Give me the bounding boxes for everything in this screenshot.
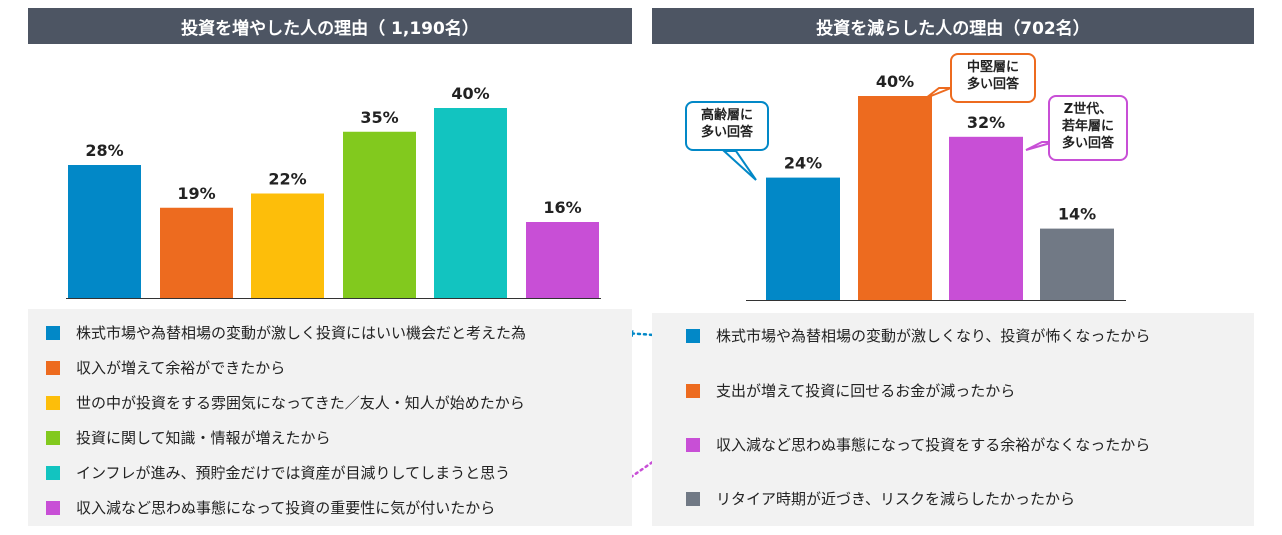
- legend-item: 収入が増えて余裕ができたから: [46, 357, 285, 378]
- callout-text-line: Z世代、: [1063, 102, 1113, 117]
- bar-left-2: [251, 193, 324, 298]
- legend-label: 投資に関して知識・情報が増えたから: [76, 429, 331, 447]
- callout-text-line: 多い回答: [700, 125, 753, 140]
- left-chart-title: 投資を増やした人の理由（ 1,190名）: [28, 8, 632, 44]
- annotation-callout: 高齢層に 多い回答: [685, 101, 769, 151]
- legend-label: 株式市場や為替相場の変動が激しく投資にはいい機会だと考えた為: [76, 324, 527, 342]
- legend-item: 株式市場や為替相場の変動が激しくなり、投資が怖くなったから: [686, 325, 1150, 346]
- bar-label-left-0: 28%: [85, 141, 123, 160]
- legend-item: 収入減など思わぬ事態になって投資をする余裕がなくなったから: [686, 434, 1150, 455]
- right-legend: 株式市場や為替相場の変動が激しくなり、投資が怖くなったから 支出が増えて投資に回せ…: [652, 313, 1254, 526]
- legend-swatch: [686, 437, 700, 452]
- callout-tail: [925, 87, 952, 99]
- legend-label: 収入が増えて余裕ができたから: [76, 359, 286, 377]
- callout-text-line: 多い回答: [966, 77, 1019, 92]
- legend-swatch: [686, 491, 700, 506]
- bar-label-left-3: 35%: [360, 108, 398, 127]
- legend-swatch: [686, 328, 700, 343]
- legend-item: インフレが進み、預貯金だけでは資産が目減りしてしまうと思う: [46, 462, 510, 483]
- bar-left-0: [68, 165, 141, 298]
- bar-label-right-1: 40%: [876, 72, 914, 91]
- legend-swatch: [46, 395, 60, 410]
- callout-text-line: 高齢層に: [700, 108, 753, 123]
- callout-text-line: 多い回答: [1061, 136, 1114, 151]
- legend-item: 株式市場や為替相場の変動が激しく投資にはいい機会だと考えた為: [46, 322, 526, 343]
- callout-text-line: 中堅層に: [966, 60, 1019, 75]
- right-chart-title: 投資を減らした人の理由（702名）: [652, 8, 1254, 44]
- bar-label-left-2: 22%: [268, 170, 306, 189]
- bar-right-1: [858, 96, 932, 300]
- bar-right-3: [1040, 228, 1114, 300]
- legend-label: 世の中が投資をする雰囲気になってきた／友人・知人が始めたから: [76, 394, 525, 412]
- bar-right-0: [766, 177, 840, 300]
- legend-swatch: [46, 500, 60, 515]
- legend-swatch: [46, 465, 60, 480]
- legend-swatch: [46, 430, 60, 445]
- legend-label: 収入減など思わぬ事態になって投資の重要性に気が付いたから: [76, 499, 496, 517]
- legend-label: インフレが進み、預貯金だけでは資産が目減りしてしまうと思う: [76, 464, 511, 482]
- legend-item: 収入減など思わぬ事態になって投資の重要性に気が付いたから: [46, 497, 495, 518]
- legend-label: リタイア時期が近づき、リスクを減らしたかったから: [716, 490, 1075, 508]
- legend-swatch: [686, 383, 700, 398]
- left-legend: 株式市場や為替相場の変動が激しく投資にはいい機会だと考えた為 収入が増えて余裕がで…: [28, 309, 632, 526]
- legend-label: 株式市場や為替相場の変動が激しくなり、投資が怖くなったから: [716, 327, 1151, 345]
- legend-item: 支出が増えて投資に回せるお金が減ったから: [686, 380, 1015, 401]
- bar-label-left-5: 16%: [543, 198, 581, 217]
- annotation-callout: 中堅層に 多い回答: [950, 53, 1036, 103]
- bar-label-left-4: 40%: [451, 84, 489, 103]
- bar-label-left-1: 19%: [177, 184, 215, 203]
- legend-swatch: [46, 360, 60, 375]
- bar-label-right-0: 24%: [784, 154, 822, 173]
- bar-left-1: [160, 207, 233, 298]
- left-bar-chart: 28% 19% 22% 35% 40% 16%: [66, 84, 601, 299]
- right-bar-chart: 24% 40% 32% 14%: [746, 72, 1126, 301]
- legend-item: 世の中が投資をする雰囲気になってきた／友人・知人が始めたから: [46, 392, 525, 413]
- legend-label: 収入減など思わぬ事態になって投資をする余裕がなくなったから: [716, 436, 1151, 454]
- callout-tail: [721, 150, 757, 181]
- annotation-callout: Z世代、若年層に多い回答: [1048, 95, 1128, 161]
- bar-label-right-2: 32%: [967, 113, 1005, 132]
- bar-left-4: [434, 108, 507, 298]
- legend-label: 支出が増えて投資に回せるお金が減ったから: [716, 382, 1016, 400]
- callout-text-line: 若年層に: [1061, 119, 1114, 134]
- bar-left-3: [343, 131, 416, 298]
- legend-item: 投資に関して知識・情報が増えたから: [46, 427, 331, 448]
- legend-swatch: [46, 325, 60, 340]
- legend-item: リタイア時期が近づき、リスクを減らしたかったから: [686, 488, 1075, 509]
- bar-left-5: [526, 222, 599, 298]
- bar-right-2: [949, 136, 1023, 300]
- bar-label-right-3: 14%: [1058, 205, 1096, 224]
